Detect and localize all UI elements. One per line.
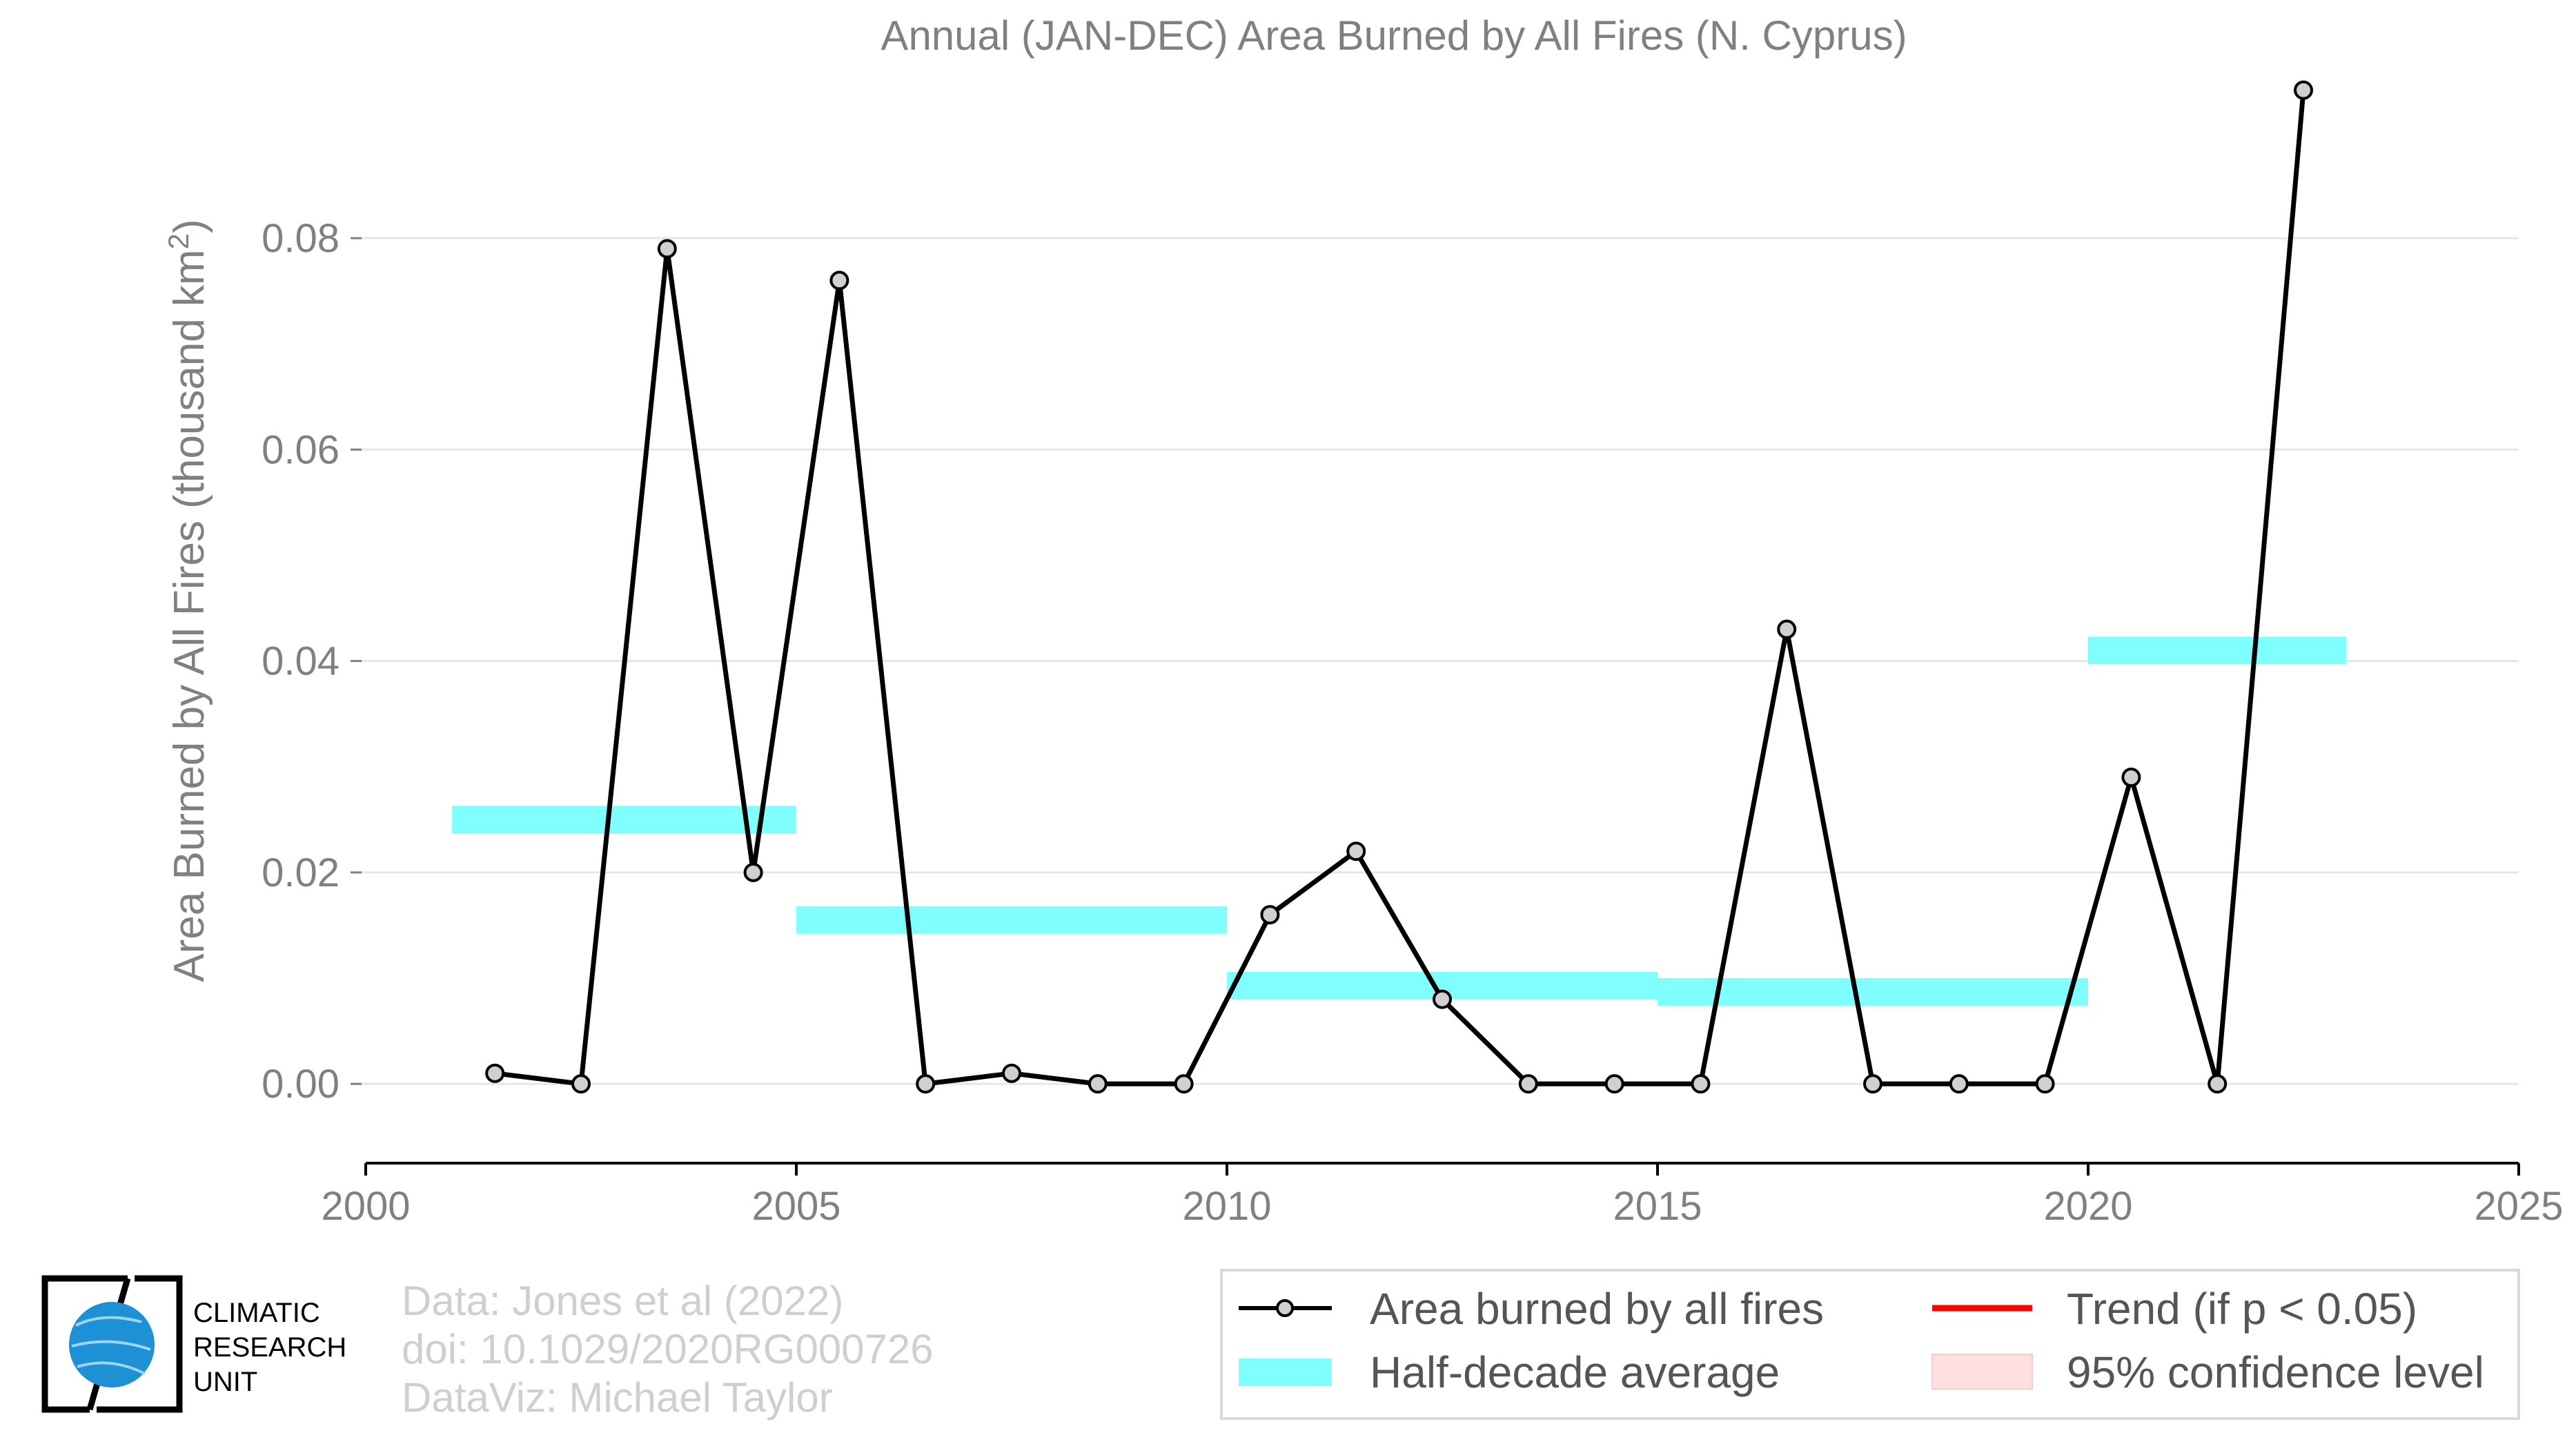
- data-point: [657, 239, 677, 259]
- data-point: [1433, 989, 1452, 1009]
- x-tick-label: 2010: [1182, 1184, 1271, 1229]
- series-line-path: [494, 90, 2306, 1087]
- series-line: [494, 90, 2306, 1087]
- data-point: [2294, 80, 2313, 100]
- data-point: [1949, 1074, 1969, 1094]
- credit-data: Data: Jones et al (2022): [402, 1278, 843, 1324]
- y-tick-label: 0.00: [262, 1062, 340, 1107]
- logo-text-unit: UNIT: [193, 1367, 257, 1397]
- legend-swatch-confidence: [1931, 1354, 2033, 1390]
- x-tick-label: 2000: [321, 1184, 410, 1229]
- legend-label-half-decade: Half-decade average: [1370, 1347, 1780, 1397]
- x-tick-label: 2020: [2043, 1184, 2132, 1229]
- data-point: [1088, 1074, 1108, 1094]
- y-tick-label: 0.06: [262, 427, 340, 472]
- legend: Area burned by all fires Trend (if p < 0…: [1220, 1269, 2520, 1420]
- y-axis-label: Area Burned by All Fires (thousand km2): [162, 219, 213, 982]
- data-point: [2035, 1074, 2055, 1094]
- series-points: [485, 80, 2313, 1094]
- x-tick-label: 2015: [1613, 1184, 1702, 1229]
- logo-bracket-left: [41, 1275, 128, 1413]
- logo-text-climatic: CLIMATIC: [193, 1298, 320, 1328]
- cru-logo: CLIMATIC RESEARCH UNIT: [41, 1275, 346, 1413]
- chart-title: Annual (JAN-DEC) Area Burned by All Fire…: [881, 12, 1907, 59]
- half-decade-bar: [796, 906, 1227, 934]
- data-point: [2208, 1074, 2228, 1094]
- globe-contour-icon: [71, 1316, 151, 1375]
- data-point: [2121, 768, 2141, 788]
- data-point: [1604, 1074, 1624, 1094]
- data-point: [571, 1074, 591, 1094]
- credits: Data: Jones et al (2022) doi: 10.1029/20…: [402, 1278, 934, 1421]
- legend-frame: [1220, 1269, 2520, 1420]
- x-tick-label: 2005: [751, 1184, 840, 1229]
- data-point: [1691, 1074, 1711, 1094]
- legend-label-area-burned: Area burned by all fires: [1370, 1284, 1824, 1334]
- half-decade-bar: [1658, 977, 2088, 1006]
- legend-label-confidence: 95% confidence level: [2067, 1347, 2484, 1397]
- data-point: [1002, 1063, 1021, 1083]
- data-point: [1863, 1074, 1882, 1094]
- data-point: [916, 1074, 936, 1094]
- half-decade-bar: [451, 806, 796, 834]
- data-point: [1174, 1074, 1194, 1094]
- y-tick-label: 0.08: [262, 216, 340, 261]
- y-tick-label: 0.04: [262, 639, 340, 684]
- x-axis: 2000 2005 2010 2015 2020 2025: [321, 1162, 2564, 1229]
- legend-swatch-area-burned-marker: [1276, 1299, 1294, 1317]
- y-tick-label: 0.02: [262, 850, 340, 895]
- half-decade-bar: [2088, 636, 2347, 665]
- legend-label-trend: Trend (if p < 0.05): [2067, 1284, 2417, 1334]
- legend-swatch-half-decade: [1239, 1359, 1332, 1386]
- globe-icon: [69, 1302, 155, 1387]
- data-point: [1777, 619, 1797, 639]
- data-point: [1346, 841, 1366, 861]
- logo-bracket-right: [97, 1275, 183, 1413]
- data-point: [1260, 905, 1280, 925]
- data-point: [743, 862, 763, 882]
- data-point: [485, 1063, 505, 1083]
- y-axis-ticks: 0.00 0.02 0.04 0.06 0.08: [262, 216, 362, 1107]
- half-decade-average-bars: [451, 636, 2347, 1006]
- credit-dataviz: DataViz: Michael Taylor: [402, 1374, 833, 1421]
- credit-doi: doi: 10.1029/2020RG000726: [402, 1326, 934, 1372]
- x-tick-label: 2025: [2474, 1184, 2563, 1229]
- logo-text-research: RESEARCH: [193, 1332, 346, 1363]
- data-point: [829, 271, 849, 291]
- data-point: [1518, 1074, 1538, 1094]
